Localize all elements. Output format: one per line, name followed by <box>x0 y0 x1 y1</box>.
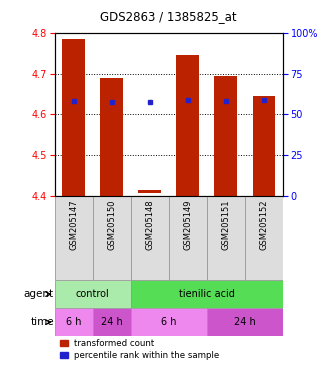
Bar <box>131 196 169 280</box>
Text: 24 h: 24 h <box>101 317 122 327</box>
Text: 24 h: 24 h <box>234 317 256 327</box>
Bar <box>245 196 283 280</box>
Legend: transformed count, percentile rank within the sample: transformed count, percentile rank withi… <box>59 338 220 361</box>
Text: control: control <box>76 289 110 299</box>
Bar <box>207 196 245 280</box>
Text: GDS2863 / 1385825_at: GDS2863 / 1385825_at <box>101 10 237 23</box>
Bar <box>207 308 283 336</box>
Text: time: time <box>30 317 54 327</box>
Text: GSM205148: GSM205148 <box>145 199 154 250</box>
Bar <box>62 39 85 196</box>
Bar <box>55 280 131 308</box>
Bar <box>176 55 199 196</box>
Text: GSM205149: GSM205149 <box>183 199 192 250</box>
Bar <box>131 308 207 336</box>
Text: GSM205150: GSM205150 <box>107 199 116 250</box>
Text: agent: agent <box>24 289 54 299</box>
Bar <box>100 78 123 196</box>
Bar <box>55 308 93 336</box>
Bar <box>93 308 131 336</box>
Bar <box>55 196 93 280</box>
Bar <box>214 76 237 196</box>
Bar <box>138 190 161 193</box>
Text: tienilic acid: tienilic acid <box>179 289 235 299</box>
Bar <box>93 196 131 280</box>
Text: 6 h: 6 h <box>161 317 176 327</box>
Bar <box>169 196 207 280</box>
Text: 6 h: 6 h <box>66 317 81 327</box>
Bar <box>253 96 275 196</box>
Text: GSM205151: GSM205151 <box>221 199 230 250</box>
Text: GSM205147: GSM205147 <box>69 199 78 250</box>
Bar <box>131 280 283 308</box>
Text: GSM205152: GSM205152 <box>260 199 268 250</box>
